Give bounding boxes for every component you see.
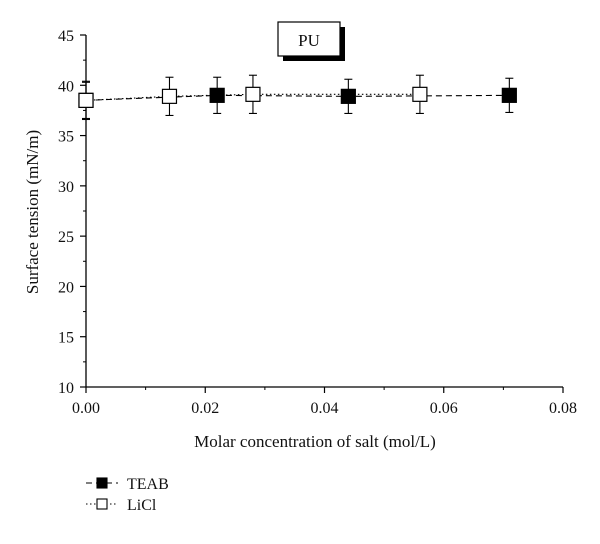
y-tick-label: 25 <box>58 229 74 246</box>
x-tick-label: 0.02 <box>191 400 219 417</box>
x-tick-label: 0.06 <box>430 400 458 417</box>
y-tick-label: 15 <box>58 330 74 347</box>
y-tick-label: 20 <box>58 279 74 296</box>
data-point-teab <box>340 88 356 104</box>
y-tick-label: 30 <box>58 179 74 196</box>
data-point-teab <box>501 87 517 103</box>
y-tick-label: 40 <box>58 78 74 95</box>
data-point-licl <box>412 86 428 102</box>
legend-marker <box>96 477 108 489</box>
legend-label: TEAB <box>127 476 169 493</box>
legend-label: LiCl <box>127 497 157 514</box>
x-tick-label: 0.00 <box>72 400 100 417</box>
y-tick-label: 10 <box>58 380 74 397</box>
series-layer <box>78 74 517 121</box>
axes: 10 15 20 25 30 35 40 45 0.00 0.02 0.04 0.06 0.08 <box>58 28 577 417</box>
inset-label-box: PU <box>277 21 345 61</box>
y-tick-label: 35 <box>58 129 74 146</box>
x-tick-label: 0.08 <box>549 400 577 417</box>
legend: TEAB LiCl <box>86 476 169 514</box>
data-point-licl <box>78 92 94 108</box>
x-axis-title: Molar concentration of salt (mol/L) <box>194 432 436 451</box>
inset-label: PU <box>298 31 320 50</box>
legend-marker <box>96 498 108 510</box>
data-point-licl <box>245 86 261 102</box>
data-point-teab <box>209 87 225 103</box>
y-axis-title: Surface tension (mN/m) <box>23 130 42 294</box>
x-tick-label: 0.04 <box>311 400 339 417</box>
series-line <box>85 94 510 101</box>
y-tick-label: 45 <box>58 28 74 45</box>
data-point-licl <box>161 88 178 104</box>
